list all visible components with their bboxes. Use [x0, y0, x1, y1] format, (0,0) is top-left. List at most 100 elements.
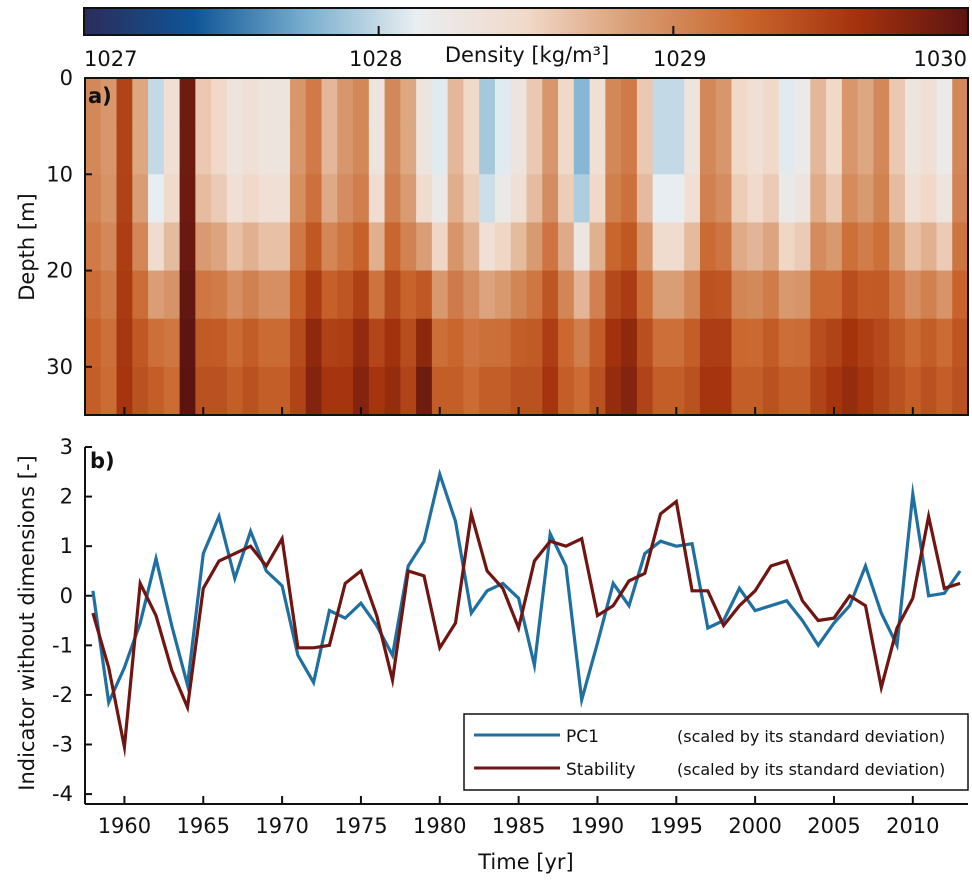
- heatmap-cell: [100, 318, 118, 368]
- heatmap-cell: [510, 318, 528, 368]
- heatmap-cell: [841, 366, 859, 416]
- heatmap-cell: [668, 366, 685, 416]
- heatmap-cell: [242, 270, 260, 320]
- heatmap-cell: [621, 78, 638, 127]
- heatmap-cell: [715, 366, 733, 416]
- heatmap-cell: [920, 270, 938, 320]
- heatmap-cell: [747, 222, 764, 272]
- heatmap-cell: [274, 318, 291, 368]
- x-tick-label: 2010: [886, 814, 939, 838]
- heatmap-cell: [731, 174, 748, 224]
- heatmap-cell: [305, 174, 323, 224]
- heatmap-cell: [810, 78, 827, 127]
- heatmap-cell: [258, 270, 275, 320]
- heatmap-cell: [873, 78, 890, 127]
- heatmap-cell: [621, 318, 638, 368]
- heatmap-cell: [416, 78, 433, 127]
- heatmap-cell: [904, 222, 922, 272]
- heatmap-cell: [195, 78, 212, 127]
- heatmap-cell: [85, 222, 102, 272]
- heatmap-cell: [715, 126, 733, 175]
- heatmap-cell: [211, 366, 228, 416]
- heatmap-cell: [731, 318, 748, 368]
- heatmap-cell: [652, 126, 670, 175]
- heatmap-cell: [400, 270, 417, 320]
- heatmap-cell: [731, 222, 748, 272]
- colorbar-tick-1030: 1030: [914, 47, 967, 71]
- heatmap-cell: [337, 366, 354, 416]
- heatmap-cell: [810, 174, 827, 224]
- heatmap-cell: [763, 270, 780, 320]
- heatmap-cell: [510, 222, 528, 272]
- heatmap-cell: [368, 78, 386, 127]
- heatmap-cell: [668, 126, 685, 175]
- colorbar-tick-1029: 1029: [653, 47, 706, 71]
- heatmap-cell: [258, 78, 275, 127]
- heatmap-cell: [857, 318, 874, 368]
- heatmap-cell: [920, 318, 938, 368]
- panel-a-yticks: 0 10 20 30: [46, 66, 92, 379]
- heatmap-cell: [652, 78, 670, 127]
- heatmap-cell: [289, 366, 307, 416]
- heatmap-cell: [952, 174, 969, 224]
- heatmap-cell: [305, 366, 323, 416]
- heatmap-cell: [936, 318, 953, 368]
- heatmap-cell: [920, 222, 938, 272]
- heatmap-cell: [542, 174, 559, 224]
- heatmap-cell: [526, 270, 543, 320]
- panel-b-ytick-label: 3: [60, 435, 73, 459]
- heatmap-cell: [353, 270, 370, 320]
- heatmap-cell: [494, 174, 512, 224]
- heatmap-cell: [226, 222, 244, 272]
- heatmap-cell: [400, 174, 417, 224]
- heatmap-cell: [274, 270, 291, 320]
- heatmap-cell: [305, 318, 323, 368]
- heatmap-cell: [179, 222, 196, 272]
- heatmap-cell: [652, 366, 670, 416]
- heatmap-cell: [116, 222, 133, 272]
- heatmap-cell: [794, 270, 811, 320]
- heatmap-cell: [589, 174, 606, 224]
- heatmap-cell: [747, 126, 764, 175]
- heatmap-cell: [542, 126, 559, 175]
- heatmap-cell: [368, 222, 386, 272]
- heatmap-cell: [510, 174, 528, 224]
- heatmap-cell: [226, 126, 244, 175]
- heatmap-cell: [353, 318, 370, 368]
- heatmap-cell: [526, 222, 543, 272]
- panel-a-ytick-label: 0: [60, 66, 73, 90]
- panel-b-ytick-label: 2: [60, 485, 73, 509]
- heatmap-cell: [952, 366, 969, 416]
- heatmap-cell: [684, 270, 701, 320]
- heatmap-cell: [621, 222, 638, 272]
- heatmap-cell: [195, 270, 212, 320]
- heatmap-cell: [116, 366, 133, 416]
- heatmap-cell: [226, 366, 244, 416]
- heatmap-cell: [163, 366, 181, 416]
- heatmap-cell: [810, 222, 827, 272]
- heatmap-cell: [558, 174, 575, 224]
- heatmap-cell: [889, 174, 906, 224]
- heatmap-cell: [100, 366, 118, 416]
- heatmap-cell: [337, 174, 354, 224]
- heatmap-cell: [258, 126, 275, 175]
- heatmap-cell: [699, 270, 717, 320]
- heatmap-cell: [952, 78, 969, 127]
- colorbar-tick-1028: 1028: [349, 47, 402, 71]
- heatmap-cell: [163, 174, 181, 224]
- heatmap-cell: [416, 318, 433, 368]
- heatmap-cell: [936, 222, 953, 272]
- heatmap-cell: [479, 78, 496, 127]
- heatmap-cell: [794, 366, 811, 416]
- heatmap-cell: [242, 174, 260, 224]
- panel-a-xticks: [123, 407, 914, 415]
- heatmap-cell: [163, 78, 181, 127]
- heatmap-cell: [85, 126, 102, 175]
- panel-b-ytick-label: -3: [52, 733, 73, 757]
- heatmap-cell: [226, 78, 244, 127]
- heatmap-cell: [857, 270, 874, 320]
- panel-b-xticks: 1960 1965 1970 1975 1980 1985 1990 1995 2000 2005…: [98, 796, 940, 838]
- x-tick-label: 2000: [728, 814, 781, 838]
- heatmap-cell: [857, 174, 874, 224]
- heatmap-cell: [321, 366, 338, 416]
